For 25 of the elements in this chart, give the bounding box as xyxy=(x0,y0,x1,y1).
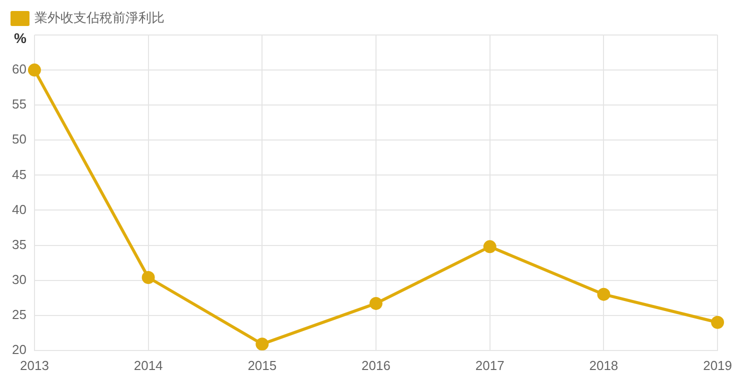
x-tick-label: 2016 xyxy=(362,358,390,373)
x-tick-label: 2017 xyxy=(475,358,504,373)
y-tick-label: 60 xyxy=(12,62,26,77)
y-tick-label: 40 xyxy=(12,202,26,217)
x-tick-label: 2013 xyxy=(20,358,49,373)
point xyxy=(483,240,496,254)
x-tick-label: 2014 xyxy=(134,358,163,373)
legend-label: 業外收支佔稅前淨利比 xyxy=(34,10,164,26)
point xyxy=(256,338,269,350)
y-tick-label: 50 xyxy=(12,132,26,147)
point xyxy=(711,316,724,329)
point xyxy=(370,296,382,310)
y-tick-label: 25 xyxy=(12,306,26,322)
point xyxy=(28,64,41,77)
y-tick-label: 35 xyxy=(12,236,26,252)
point xyxy=(597,288,610,301)
y-tick-label: 30 xyxy=(12,272,26,287)
x-tick-label: 2015 xyxy=(248,358,277,373)
x-tick-label: 2019 xyxy=(703,358,732,373)
y-tick-label: 45 xyxy=(12,166,26,182)
y-axis-title: % xyxy=(14,30,28,46)
y-tick-label: 20 xyxy=(12,342,26,357)
x-tick-label: 2018 xyxy=(589,358,618,373)
point xyxy=(142,271,155,284)
y-tick-label: 55 xyxy=(12,96,26,112)
